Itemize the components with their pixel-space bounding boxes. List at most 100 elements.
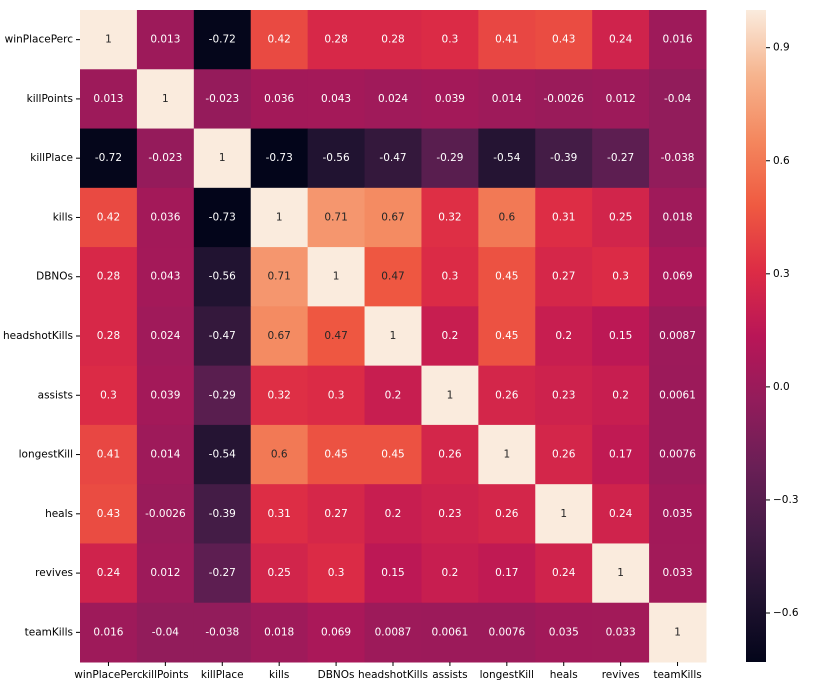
cell-label: 0.0061 bbox=[432, 626, 469, 638]
heatmap-cell bbox=[193, 247, 252, 307]
cell-label: 1 bbox=[162, 93, 169, 105]
cell-label: 0.45 bbox=[324, 449, 347, 461]
cell-label: 1 bbox=[390, 330, 397, 342]
cell-label: 1 bbox=[617, 567, 624, 579]
cell-label: -0.56 bbox=[323, 152, 350, 164]
cell-label: 0.42 bbox=[97, 211, 120, 223]
heatmap-cell bbox=[250, 10, 309, 70]
heatmap-cell bbox=[307, 543, 366, 604]
heatmap-cell bbox=[535, 69, 593, 130]
cell-label: 0.43 bbox=[97, 508, 120, 520]
heatmap-cell bbox=[592, 128, 650, 189]
y-tick-label: DBNOs bbox=[36, 271, 73, 283]
heatmap-cell bbox=[535, 306, 593, 367]
heatmap-cell bbox=[307, 306, 366, 367]
heatmap-cell bbox=[649, 424, 707, 485]
cell-label: 0.24 bbox=[609, 34, 633, 46]
cell-label: 0.036 bbox=[150, 211, 180, 223]
heatmap-cell bbox=[307, 10, 366, 70]
x-tick-label: assists bbox=[432, 669, 467, 681]
cell-label: 0.31 bbox=[267, 508, 290, 520]
cell-label: 1 bbox=[219, 152, 226, 164]
cell-label: 1 bbox=[333, 271, 340, 283]
cell-label: 0.069 bbox=[663, 271, 693, 283]
cell-label: -0.27 bbox=[607, 152, 634, 164]
cell-label: 0.0076 bbox=[488, 626, 525, 638]
cell-label: 0.45 bbox=[495, 330, 518, 342]
colorbar-tick-label: −0.3 bbox=[773, 494, 799, 506]
colorbar-tick-label: 0.0 bbox=[773, 381, 790, 393]
heatmap-cell bbox=[649, 128, 707, 189]
cell-label: 1 bbox=[674, 626, 681, 638]
heatmap-cell bbox=[649, 602, 707, 663]
cell-label: 0.2 bbox=[442, 567, 459, 579]
heatmap-cell bbox=[250, 69, 309, 130]
x-tick-label: killPoints bbox=[142, 669, 188, 681]
heatmap-cell bbox=[478, 424, 536, 485]
heatmap-cell bbox=[535, 187, 593, 248]
cell-label: 0.013 bbox=[150, 34, 180, 46]
y-tick-label: longestKill bbox=[19, 449, 73, 461]
heatmap-cell bbox=[136, 424, 195, 485]
y-tick-label: headshotKills bbox=[3, 330, 73, 342]
heatmap-cell bbox=[80, 543, 138, 604]
cell-label: -0.47 bbox=[379, 152, 406, 164]
heatmap-cell bbox=[364, 187, 422, 248]
cell-label: 0.24 bbox=[97, 567, 121, 579]
cell-label: 0.033 bbox=[606, 626, 636, 638]
heatmap-cell bbox=[649, 365, 707, 426]
heatmap-cell bbox=[364, 543, 422, 604]
y-tick-label: killPoints bbox=[27, 93, 73, 105]
cell-label: -0.56 bbox=[209, 271, 236, 283]
heatmap-cell bbox=[592, 10, 650, 70]
cell-label: 0.26 bbox=[438, 449, 462, 461]
heatmap-cell bbox=[136, 69, 195, 130]
heatmap-cell bbox=[478, 247, 536, 307]
heatmap-cell bbox=[535, 365, 593, 426]
heatmap-cell bbox=[535, 484, 593, 544]
cell-label: 0.17 bbox=[495, 567, 518, 579]
heatmap-cell bbox=[535, 424, 593, 485]
cell-label: 0.47 bbox=[324, 330, 347, 342]
heatmap-cell bbox=[250, 602, 309, 663]
cell-label: 1 bbox=[560, 508, 567, 520]
heatmap-cell bbox=[592, 69, 650, 130]
cell-label: 0.45 bbox=[495, 271, 518, 283]
cell-label: 0.035 bbox=[663, 508, 693, 520]
cell-label: -0.04 bbox=[152, 626, 179, 638]
heatmap-cell bbox=[307, 247, 366, 307]
heatmap-cell bbox=[421, 306, 479, 367]
heatmap-cell bbox=[250, 128, 309, 189]
cell-label: 0.23 bbox=[438, 508, 461, 520]
heatmap-cell bbox=[136, 10, 195, 70]
cell-label: 0.012 bbox=[606, 93, 636, 105]
heatmap-cell bbox=[136, 128, 195, 189]
cell-label: 0.32 bbox=[438, 211, 461, 223]
heatmap-cell bbox=[478, 365, 536, 426]
heatmap-cell bbox=[478, 306, 536, 367]
colorbar-tick-label: 0.3 bbox=[773, 268, 790, 280]
heatmap-cell bbox=[535, 602, 593, 663]
cell-label: 0.035 bbox=[549, 626, 579, 638]
cell-label: 1 bbox=[105, 34, 112, 46]
heatmap-cell bbox=[193, 602, 252, 663]
cell-label: 0.45 bbox=[381, 449, 404, 461]
heatmap-cell bbox=[80, 247, 138, 307]
heatmap-cell bbox=[193, 306, 252, 367]
heatmap-cell bbox=[592, 247, 650, 307]
heatmap-cell bbox=[80, 306, 138, 367]
heatmap-cell bbox=[649, 247, 707, 307]
cell-label: -0.04 bbox=[664, 93, 691, 105]
cell-label: 0.012 bbox=[150, 567, 180, 579]
heatmap-cell bbox=[193, 69, 252, 130]
heatmap-cell bbox=[592, 602, 650, 663]
cell-label: 0.043 bbox=[150, 271, 180, 283]
cell-label: 0.32 bbox=[267, 389, 290, 401]
cell-label: 0.2 bbox=[555, 330, 572, 342]
heatmap-cell bbox=[535, 247, 593, 307]
heatmap-cell bbox=[649, 187, 707, 248]
heatmap-cell bbox=[136, 247, 195, 307]
cell-label: -0.73 bbox=[209, 211, 236, 223]
cell-label: 0.41 bbox=[495, 34, 518, 46]
